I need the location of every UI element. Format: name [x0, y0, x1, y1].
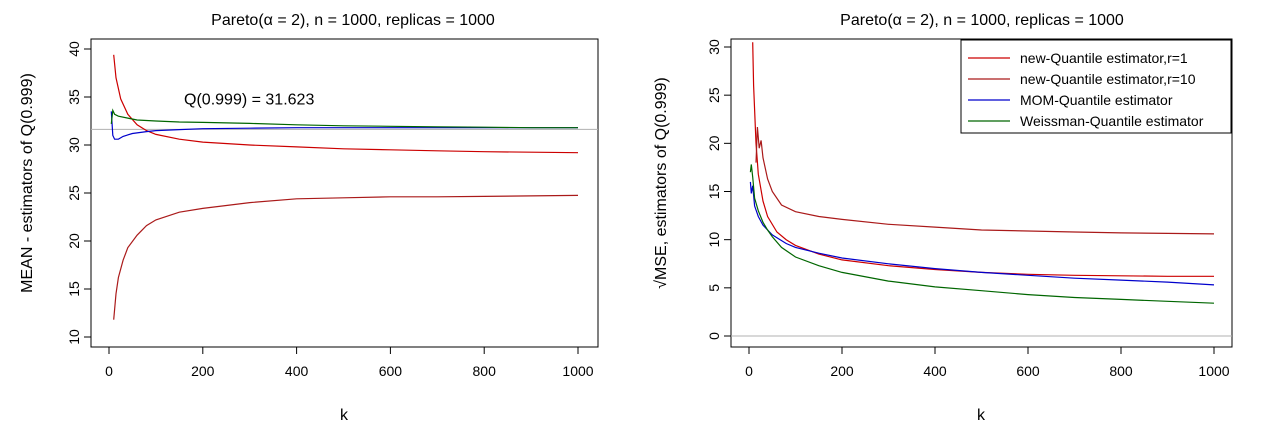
- y-tick-label: 10: [706, 232, 722, 248]
- x-tick-label: 400: [285, 363, 309, 379]
- right-y-axis-label: √MSE, estimators of Q(0.999): [653, 77, 670, 289]
- x-tick-label: 0: [105, 363, 113, 379]
- x-tick-label: 600: [379, 363, 403, 379]
- x-tick-label: 400: [923, 363, 947, 379]
- y-tick-label: 25: [66, 185, 82, 201]
- series-line-1: [752, 42, 1214, 277]
- series-line-3: [110, 111, 578, 140]
- y-tick-label: 35: [66, 89, 82, 105]
- x-tick-label: 0: [745, 363, 753, 379]
- left-chart: Pareto(α = 2), n = 1000, replicas = 1000…: [19, 12, 599, 424]
- series-line-4: [749, 164, 1215, 304]
- series-line-2: [113, 194, 579, 320]
- y-tick-label: 15: [706, 184, 722, 200]
- left-y-axis-label: MEAN - estimators of Q(0.999): [19, 73, 36, 293]
- y-tick-label: 20: [66, 233, 82, 249]
- left-chart-title: Pareto(α = 2), n = 1000, replicas = 1000: [211, 12, 495, 29]
- right-x-axis-label: k: [977, 407, 986, 424]
- x-tick-label: 200: [830, 363, 854, 379]
- y-tick-label: 20: [706, 135, 722, 151]
- right-chart-title: Pareto(α = 2), n = 1000, replicas = 1000: [840, 12, 1124, 29]
- x-tick-label: 600: [1016, 363, 1040, 379]
- legend-label-4: Weissman-Quantile estimator: [1020, 113, 1204, 129]
- legend-box: [960, 39, 1232, 134]
- left-x-axis-label: k: [340, 407, 349, 424]
- y-tick-label: 5: [706, 284, 722, 292]
- right-chart: Pareto(α = 2), n = 1000, replicas = 1000…: [653, 12, 1233, 424]
- left-plot-frame: [90, 38, 599, 348]
- series-line-4: [110, 108, 578, 129]
- y-tick-label: 0: [706, 332, 722, 340]
- y-tick-label: 30: [706, 39, 722, 55]
- y-tick-label: 30: [66, 137, 82, 153]
- legend-label-1: new-Quantile estimator,r=1: [1020, 50, 1188, 66]
- y-tick-label: 40: [66, 41, 82, 57]
- x-tick-label: 1000: [1198, 363, 1229, 379]
- legend-label-2: new-Quantile estimator,r=10: [1020, 71, 1196, 87]
- right-plot-frame: [730, 38, 1233, 348]
- x-tick-label: 200: [191, 363, 215, 379]
- quantile-annotation: Q(0.999) = 31.623: [184, 92, 314, 109]
- x-tick-label: 800: [473, 363, 497, 379]
- legend-label-3: MOM-Quantile estimator: [1020, 92, 1173, 108]
- legend: new-Quantile estimator,r=1 new-Quantile e…: [960, 39, 1232, 134]
- y-tick-label: 25: [706, 87, 722, 103]
- y-tick-label: 10: [66, 329, 82, 345]
- series-line-2: [755, 126, 1215, 235]
- x-tick-label: 800: [1109, 363, 1133, 379]
- series-line-3: [749, 181, 1215, 286]
- x-tick-label: 1000: [562, 363, 593, 379]
- y-tick-label: 15: [66, 281, 82, 297]
- series-line-1: [113, 54, 579, 154]
